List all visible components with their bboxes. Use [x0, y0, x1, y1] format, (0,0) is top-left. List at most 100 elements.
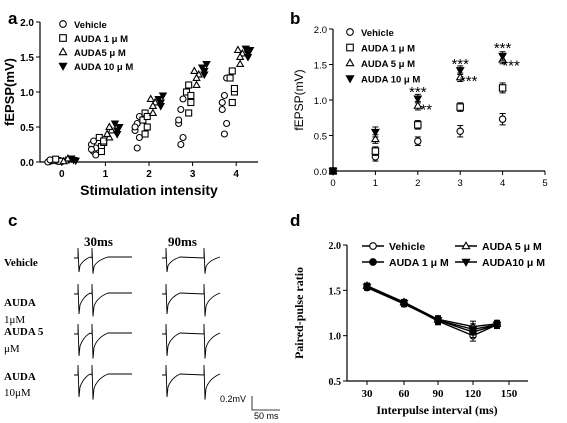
data-point-a-auda5-m: [148, 101, 158, 109]
data-point-a-vehicle: [223, 119, 231, 128]
legend-label-b-auda-1-m: AUDA 1 μ M: [361, 44, 415, 55]
x-tick-label-d: 90: [433, 388, 445, 400]
trace-30ms: [74, 283, 132, 317]
data-point-a-vehicle: [218, 98, 226, 107]
data-point-b-vehicle: [498, 115, 507, 123]
data-point-a-vehicle: [87, 145, 95, 153]
data-point-a-auda-10-m: [67, 155, 76, 164]
data-point-a-auda-1-m: [226, 74, 234, 82]
scale-bar-voltage: 0.2mV: [220, 394, 246, 404]
data-point-a-vehicle: [92, 151, 100, 159]
data-point-a-vehicle: [133, 144, 141, 152]
data-point-a-auda5-m: [148, 108, 158, 116]
y-tick-label-b: 0.0: [314, 167, 327, 178]
data-point-a-vehicle: [179, 133, 187, 142]
y-tick-label-a: 0.5: [20, 123, 34, 134]
data-point-a-auda-1-m: [143, 112, 151, 121]
data-point-b-auda-1-m: [414, 121, 422, 129]
chart-a: 0.0 0.5 1.0 1.5 2.0 0 1 2 3 4 fEPSP(mV) Stimulation…: [2, 18, 258, 198]
x-tick-label-b: 0: [330, 178, 335, 189]
data-point-a-auda5-m: [105, 122, 114, 130]
data-point-a-auda-1-m: [185, 109, 193, 117]
trace-90ms: [162, 283, 221, 317]
panel-label-a: a: [8, 9, 18, 28]
panel-label-d: d: [290, 211, 300, 230]
legend-marker-b-auda-5-m: [345, 58, 355, 67]
y-tick-label-d: 1.0: [329, 332, 342, 343]
significance-label-b: **: [420, 102, 432, 119]
data-point-a-vehicle: [135, 133, 143, 142]
data-point-a-auda-10-m: [245, 47, 255, 55]
data-point-a-auda5-m: [102, 129, 112, 137]
legend-marker-d-auda10-m: [461, 258, 471, 267]
trace-header-30ms: 30ms: [84, 234, 113, 249]
legend-marker-a-auda5-m: [58, 47, 68, 56]
legend-label-d-auda-1-m: AUDA 1 μ M: [389, 257, 449, 269]
legend-label-a-auda-1-m: AUDA 1 μ M: [74, 34, 128, 45]
scale-bar: [251, 396, 280, 411]
y-tick-label-b: 2.0: [314, 25, 327, 36]
data-point-d-auda10-m: [468, 326, 478, 335]
trace-row-sub-1: 1μM: [4, 314, 25, 326]
y-tick-label-a: 1.0: [20, 88, 34, 99]
significance-label-b: ***: [460, 73, 478, 90]
x-tick-label-b: 1: [373, 178, 378, 189]
data-point-a-auda-1-m: [100, 137, 108, 145]
x-tick-label-d: 60: [399, 388, 411, 400]
data-point-a-auda-1-m: [228, 67, 236, 75]
data-point-a-auda5-m: [235, 52, 245, 60]
data-point-a-vehicle: [131, 123, 139, 131]
data-point-b-auda-5-m: [370, 134, 380, 143]
x-tick-label-b: 3: [458, 178, 463, 189]
data-point-a-vehicle: [177, 140, 185, 149]
y-tick-label-d: 0.5: [329, 377, 342, 388]
legend-label-a-vehicle: Vehicle: [74, 20, 107, 31]
trace-90ms: [162, 364, 221, 400]
y-axis-label-b: fEPSP(mV): [292, 69, 306, 130]
data-point-b-auda-1-m: [456, 103, 464, 111]
data-point-b-auda-10-m: [498, 52, 508, 61]
x-tick-label-d: 150: [501, 388, 518, 400]
x-tick-label-a: 0: [59, 169, 65, 180]
data-point-a-vehicle: [177, 105, 185, 114]
x-tick-label-b: 2: [415, 178, 420, 189]
data-point-b-auda-10-m: [455, 67, 465, 75]
data-point-a-auda-10-m: [112, 127, 122, 136]
data-point-a-auda-1-m: [185, 81, 193, 89]
significance-label-b: ***: [494, 40, 512, 57]
trace-30ms: [74, 323, 132, 359]
data-point-a-auda-1-m: [97, 147, 106, 156]
data-point-d-auda10-m: [492, 321, 502, 330]
y-tick-label-d: 1.5: [329, 286, 342, 297]
data-point-a-auda-10-m: [158, 92, 168, 101]
trace-row-sub-3: 10μM: [4, 387, 31, 399]
legend-marker-d-vehicle: [369, 242, 377, 250]
data-point-a-vehicle: [46, 156, 54, 164]
legend-marker-b-vehicle: [346, 28, 354, 36]
data-point-a-auda5-m: [59, 156, 68, 165]
data-point-a-auda-1-m: [141, 130, 149, 138]
data-point-a-vehicle: [179, 95, 187, 103]
data-point-a-vehicle: [218, 105, 226, 114]
scale-bar-time: 50 ms: [254, 411, 279, 421]
data-point-b-auda-5-m: [455, 72, 465, 81]
panel-label-c: c: [8, 211, 17, 230]
x-tick-label-a: 3: [190, 169, 196, 180]
significance-label-b: ***: [502, 58, 520, 75]
x-tick-label-a: 2: [146, 169, 152, 180]
legend-marker-b-auda-1-m: [346, 43, 354, 52]
legend-marker-d-auda-5-m: [461, 241, 471, 250]
data-point-d-auda10-m: [362, 283, 372, 292]
y-tick-label-b: 1.5: [314, 61, 327, 72]
data-point-a-auda5-m: [146, 94, 155, 102]
x-tick-label-b: 4: [500, 178, 505, 189]
data-point-a-vehicle: [220, 91, 228, 100]
data-point-a-auda-1-m: [187, 98, 195, 107]
x-axis-label-d: Interpulse interval (ms): [376, 403, 497, 417]
legend-label-b-auda-10-m: AUDA 10 μ M: [361, 75, 420, 86]
data-point-a-auda5-m: [192, 73, 201, 81]
y-tick-label-a: 1.5: [20, 53, 34, 64]
legend-marker-a-vehicle: [59, 20, 67, 28]
x-tick-label-b: 5: [542, 178, 547, 189]
traces-panel: 30ms 90ms Vehicle AUDA 1μM AUDA 5 μM AUD…: [4, 234, 280, 421]
